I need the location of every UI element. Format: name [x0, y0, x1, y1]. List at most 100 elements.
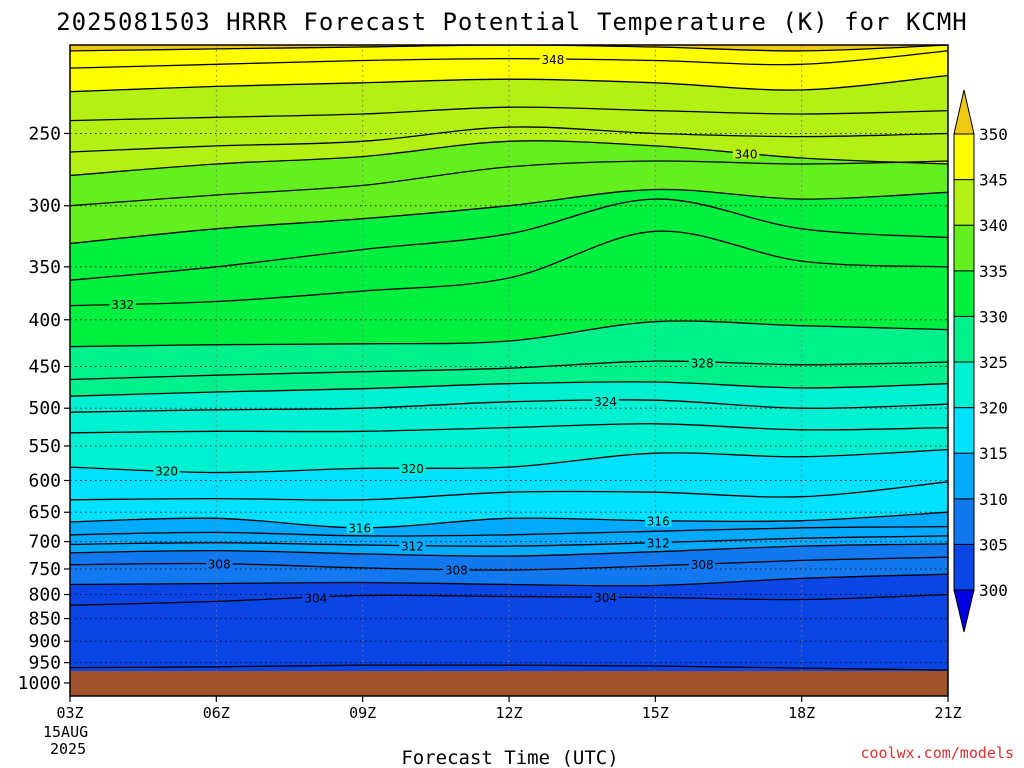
isentrope-324	[70, 399, 948, 413]
contour-label: 308	[208, 558, 231, 572]
colorbar-segment	[953, 270, 975, 317]
theta-band	[70, 107, 948, 152]
theta-band	[70, 45, 948, 51]
x-tick-label: 12Z	[495, 704, 522, 722]
theta-band	[70, 199, 948, 306]
theta-band	[70, 512, 948, 537]
isentrope-326	[70, 381, 948, 397]
contour-label-bg	[399, 460, 426, 474]
contour-label: 308	[691, 558, 714, 572]
y-tick-label: 950	[28, 653, 61, 674]
theta-band	[70, 75, 948, 121]
isentropes	[70, 45, 948, 671]
contour-label: 320	[401, 462, 424, 476]
x-tick-label: 15Z	[642, 704, 669, 722]
chart-title: 2025081503 HRRR Forecast Potential Tempe…	[56, 8, 968, 36]
colorbar-segment	[953, 407, 975, 454]
y-tick-label: 800	[28, 585, 61, 606]
isentrope-332	[70, 230, 948, 307]
contour-label-bg	[592, 590, 619, 604]
isentrope-348	[70, 50, 948, 69]
isentrope-306	[70, 573, 948, 587]
contour-label-bg	[645, 513, 672, 527]
y-tick-label: 600	[28, 471, 61, 492]
contour-label: 328	[691, 356, 714, 370]
y-tick-label: 250	[28, 123, 61, 144]
colorbar-segment	[953, 543, 975, 591]
colorbar-label: 315	[979, 444, 1008, 463]
y-tick-label: 900	[28, 631, 61, 652]
isentrope-322	[70, 423, 948, 434]
theta-band	[70, 126, 948, 176]
x-axis: 03Z 06Z 09Z 12Z 15Z 18Z 21Z	[56, 696, 962, 722]
theta-band	[70, 594, 948, 671]
colorbar-label: 310	[979, 490, 1008, 509]
isentrope-344	[70, 106, 948, 122]
theta-band	[70, 481, 948, 528]
theta-band	[70, 231, 948, 347]
contour-label: 304	[304, 591, 327, 605]
theta-band	[70, 361, 948, 397]
colorbar-label: 340	[979, 216, 1008, 235]
y-tick-label: 400	[28, 310, 61, 331]
x-tick-label: 09Z	[349, 704, 376, 722]
isentrope-350	[70, 45, 948, 52]
contour-label-bg	[539, 52, 567, 66]
isentrope-314	[70, 525, 948, 537]
theta-band	[70, 543, 948, 571]
theta-band	[70, 189, 948, 281]
contour-label-bg	[302, 590, 330, 604]
contour-label-bg	[688, 355, 716, 369]
contour-label: 304	[594, 591, 617, 605]
contour-label: 316	[647, 515, 670, 529]
colorbar: 300 305 310 315 320 325 330 335 340 345 350	[953, 89, 1008, 633]
colorbar-label: 325	[979, 353, 1008, 372]
contour-label-bg	[206, 556, 233, 570]
colorbar-label: 350	[979, 125, 1008, 144]
x-first-tick-date: 15AUG	[43, 723, 88, 741]
colorbar-segment	[953, 179, 975, 226]
colorbar-label: 345	[979, 171, 1008, 190]
y-tick-label: 750	[28, 559, 61, 580]
contour-labels: 348 340 332 328 324 320 320 316 316 312 312 308 308 3…	[109, 52, 760, 683]
contour-label-bg	[443, 562, 470, 576]
surface-band	[70, 671, 948, 696]
colorbar-segment	[953, 224, 975, 272]
colorbar-segment	[953, 133, 975, 181]
theta-fill	[70, 45, 948, 671]
y-tick-label: 350	[28, 257, 61, 278]
isentrope-310	[70, 543, 948, 557]
x-tick-label: 21Z	[934, 704, 961, 722]
x-tick-label: 03Z	[56, 704, 83, 722]
theta-band	[70, 449, 948, 501]
y-tick-label: 650	[28, 502, 61, 523]
x-tick-label: 06Z	[203, 704, 230, 722]
y-tick-label: 450	[28, 356, 61, 377]
isentrope-342	[70, 126, 948, 153]
contour-label: 312	[401, 539, 424, 553]
colorbar-segment	[953, 315, 975, 363]
isentrope-336	[70, 188, 948, 245]
isentrope-304	[70, 593, 948, 606]
isentrope-330	[70, 320, 948, 348]
y-tick-label: 300	[28, 196, 61, 217]
theta-band	[70, 381, 948, 413]
contour-label: 316	[348, 522, 371, 536]
x-axis-title: Forecast Time (UTC)	[401, 747, 618, 768]
contour-label: 320	[155, 465, 178, 479]
contour-label-bg	[645, 535, 672, 549]
contour-label: 332	[111, 298, 134, 312]
contour-label: 348	[541, 53, 564, 67]
colorbar-extend-top	[953, 89, 975, 135]
contour-label-bg	[399, 538, 426, 552]
contour-label-bg	[346, 520, 373, 534]
colorbar-label: 300	[979, 581, 1008, 600]
isentrope-340	[70, 140, 948, 177]
y-tick-label: 850	[28, 609, 61, 630]
theta-band	[70, 423, 948, 473]
isentrope-302	[70, 664, 948, 671]
colorbar-segment	[953, 361, 975, 409]
contour-label: 312	[647, 537, 670, 551]
y-tick-label: 700	[28, 532, 61, 553]
